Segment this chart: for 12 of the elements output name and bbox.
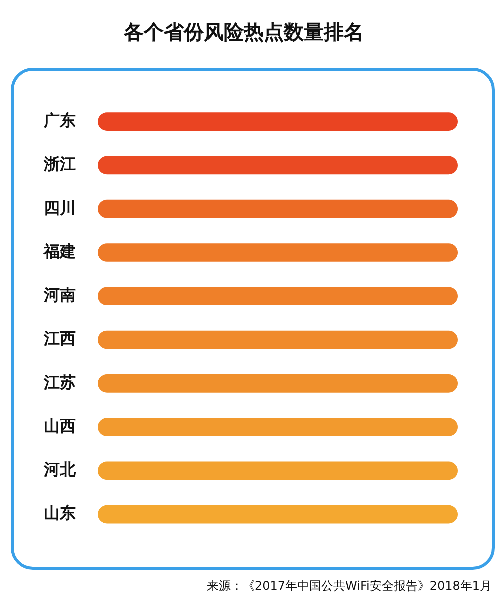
y-tick-label: 四川 xyxy=(44,198,76,218)
y-tick-label: 江苏 xyxy=(43,372,76,392)
y-tick-label: 山西 xyxy=(44,416,76,436)
y-tick-label: 广东 xyxy=(43,110,76,130)
y-tick-label: 江西 xyxy=(43,329,76,348)
chart-title: 各个省份风险热点数量排名 xyxy=(123,20,364,44)
y-tick-label: 浙江 xyxy=(43,154,76,174)
y-tick-label: 山东 xyxy=(44,504,76,523)
source-note: 来源：《2017年中国公共WiFi安全报告》2018年1月 xyxy=(206,579,492,593)
y-tick-label: 河北 xyxy=(43,460,77,480)
y-tick-label: 河南 xyxy=(43,286,76,305)
y-tick-label: 福建 xyxy=(43,242,76,261)
